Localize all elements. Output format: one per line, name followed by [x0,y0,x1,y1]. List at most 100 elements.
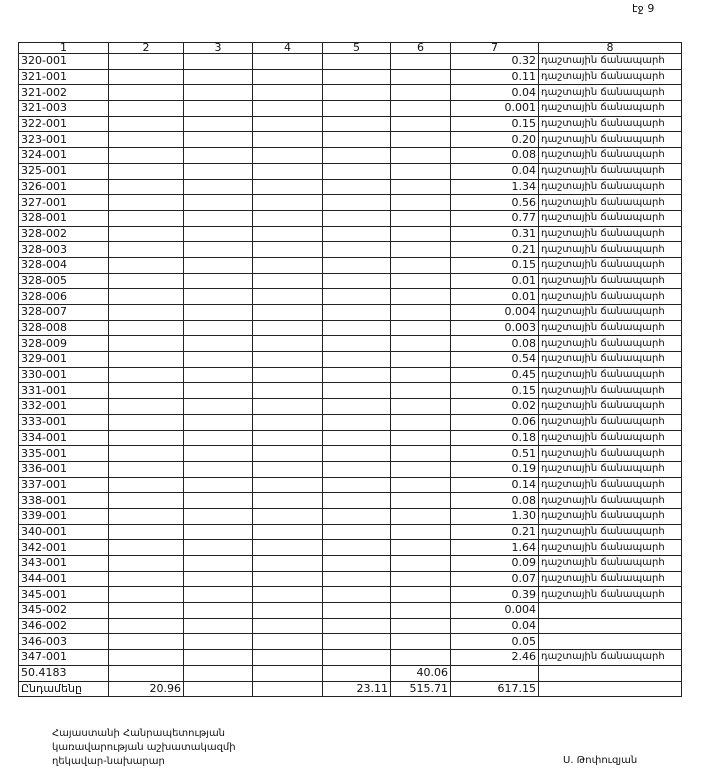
cell [322,649,391,666]
cell [322,492,391,509]
cell [183,492,253,509]
cell [252,115,323,133]
cell [108,617,184,635]
cell [252,539,323,556]
cell [183,398,253,415]
position-line: Հայաստանի Հանրապետության [52,728,226,739]
cell: դաշտային ճանապարհ [538,147,682,164]
cell [252,288,323,305]
cell [252,664,323,682]
position-line: կառավարության աշխատակազմի [52,742,236,753]
cell [322,507,391,525]
table-row: 339-001 1.30 դաշտային ճանապարհ [18,507,682,525]
cell: 0.18 [450,429,539,447]
cell [390,178,451,196]
table-row: 342-001 1.64 դաշտային ճանապարհ [18,539,682,556]
cell [183,53,253,70]
cell: 326-001 [18,178,109,196]
cell: 0.08 [450,147,539,164]
cell [252,162,323,180]
cell: դաշտային ճանապարհ [538,476,682,494]
cell [390,68,451,86]
cell: 336-001 [18,460,109,478]
cell: 0.05 [450,633,539,651]
cell: դաշտային ճանապարհ [538,209,682,227]
cell: 2.46 [450,649,539,666]
table-row: 340-001 0.21 դաշտային ճանապարհ [18,523,682,541]
cell [108,351,184,368]
cell: 328-009 [18,335,109,353]
cell: 327-001 [18,194,109,211]
cell: 329-001 [18,351,109,368]
cell [390,115,451,133]
cell: 20.96 [108,680,184,698]
cell: դաշտային ճանապարհ [538,570,682,588]
cell [252,194,323,211]
cell [183,413,253,431]
cell [390,398,451,415]
cell [183,617,253,635]
cell [322,194,391,211]
cell: դաշտային ճանապարհ [538,649,682,666]
cell [390,335,451,353]
cell [252,570,323,588]
cell: 323-001 [18,131,109,149]
cell [252,413,323,431]
cell [108,209,184,227]
cell [252,617,323,635]
cell [450,664,539,682]
table-row: 328-008 0.003 դաշտային ճանապարհ [18,319,682,337]
cell: 335-001 [18,445,109,462]
cell: դաշտային ճանապարհ [538,460,682,478]
cell [390,209,451,227]
cell [183,225,253,243]
table-row: 321-002 0.04 դաշտային ճանապարհ [18,84,682,102]
cell: 345-002 [18,602,109,619]
cell [108,335,184,353]
table-row: 345-002 0.004 [18,602,682,619]
table-row: 328-004 0.15 դաշտային ճանապարհ [18,256,682,274]
cell: 343-001 [18,555,109,572]
cell [322,445,391,462]
cell [390,617,451,635]
cell: 0.08 [450,492,539,509]
cell: 321-002 [18,84,109,102]
cell: 0.54 [450,351,539,368]
cell: 0.001 [450,100,539,117]
cell: 0.04 [450,84,539,102]
cell [108,304,184,321]
cell [108,178,184,196]
cell [183,602,253,619]
cell [322,241,391,258]
cell [390,304,451,321]
cell: 515.71 [390,680,451,698]
table-row: 336-001 0.19 դաշտային ճանապարհ [18,460,682,478]
cell [108,84,184,102]
cell [108,460,184,478]
cell: 346-002 [18,617,109,635]
cell: 345-001 [18,586,109,604]
cell: 50.4183 [18,664,109,682]
cell: դաշտային ճանապարհ [538,178,682,196]
cell: դաշտային ճանապարհ [538,256,682,274]
cell [108,476,184,494]
table-row: 333-001 0.06 դաշտային ճանապարհ [18,413,682,431]
cell: 1.34 [450,178,539,196]
cell [390,147,451,164]
cell [322,115,391,133]
cell: 0.003 [450,319,539,337]
cell [322,413,391,431]
cell [322,272,391,290]
cell [322,429,391,447]
column-header: 7 [450,42,539,54]
cell [390,492,451,509]
cell [108,162,184,180]
table-row: 331-001 0.15 դաշտային ճանապարհ [18,382,682,400]
table-row: 50.4183 40.06 [18,664,682,682]
cell [390,460,451,478]
cell [108,272,184,290]
cell [252,53,323,70]
cell: 0.21 [450,523,539,541]
cell [108,413,184,431]
cell [252,178,323,196]
